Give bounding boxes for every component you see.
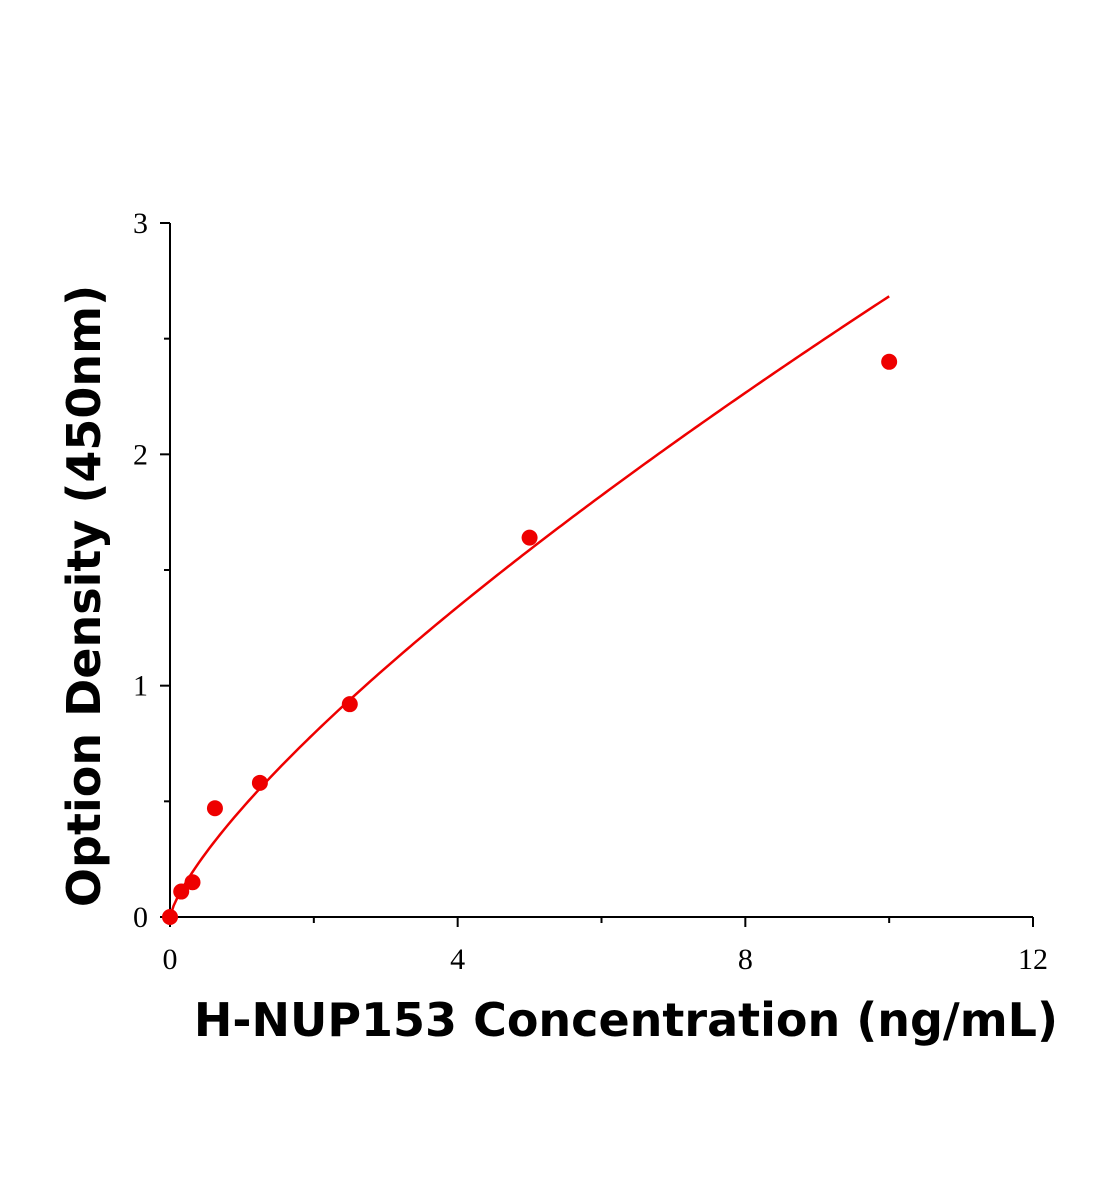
- x-tick-label: 0: [163, 943, 178, 976]
- y-tick-label: 3: [133, 207, 148, 240]
- x-tick-label: 4: [450, 943, 465, 976]
- x-tick-label: 12: [1018, 943, 1048, 976]
- y-tick-label: 2: [133, 438, 148, 471]
- data-point: [251, 774, 268, 791]
- data-point: [162, 909, 178, 925]
- data-point: [881, 353, 898, 370]
- data-points: [162, 353, 898, 925]
- data-point: [521, 529, 538, 546]
- data-point: [206, 800, 223, 817]
- y-tick-label: 0: [133, 901, 148, 934]
- data-point: [173, 883, 190, 900]
- axes: [169, 223, 1033, 918]
- y-axis-title: Option Density (450nm): [57, 285, 111, 907]
- y-tick-label: 1: [133, 670, 148, 703]
- data-point: [184, 874, 201, 891]
- ticks: [160, 222, 1034, 927]
- x-axis-title: H-NUP153 Concentration (ng/mL): [194, 993, 1058, 1047]
- x-tick-label: 8: [738, 943, 753, 976]
- fit-curve: [168, 295, 890, 918]
- data-point: [341, 696, 358, 713]
